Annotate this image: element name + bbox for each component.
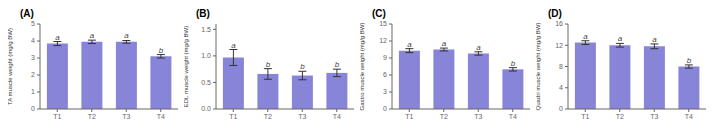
svg-text:Gastro muscle weight (mg/g BW): Gastro muscle weight (mg/g BW): [360, 22, 365, 110]
svg-text:2: 2: [31, 71, 35, 78]
svg-text:b: b: [335, 60, 340, 69]
svg-text:1.0: 1.0: [201, 52, 211, 59]
svg-text:T3: T3: [474, 113, 482, 120]
html-text:(C): (C): [372, 8, 386, 19]
svg-text:0: 0: [31, 105, 35, 112]
svg-text:EDL muscle weight (mg/g BW): EDL muscle weight (mg/g BW): [184, 26, 189, 107]
svg-text:a: a: [442, 39, 447, 48]
svg-text:T1: T1: [53, 113, 61, 120]
svg-text:TA muscle weight (mg/g BW): TA muscle weight (mg/g BW): [8, 28, 13, 105]
svg-text:3: 3: [31, 54, 35, 61]
svg-text:0.5: 0.5: [201, 79, 211, 86]
svg-text:T2: T2: [616, 113, 624, 120]
svg-text:Quadri muscle weight (mg/g BW): Quadri muscle weight (mg/g BW): [536, 22, 541, 110]
svg-text:T2: T2: [440, 113, 448, 120]
svg-text:a: a: [476, 43, 481, 52]
svg-text:T3: T3: [122, 113, 130, 120]
svg-text:a: a: [90, 31, 95, 40]
svg-text:T4: T4: [157, 113, 165, 120]
svg-text:12: 12: [555, 42, 563, 49]
svg-text:12: 12: [379, 37, 387, 44]
svg-text:T1: T1: [229, 113, 237, 120]
svg-text:6: 6: [383, 71, 387, 78]
svg-text:a: a: [55, 33, 60, 42]
svg-text:16: 16: [555, 20, 563, 27]
svg-text:a: a: [652, 35, 657, 44]
svg-text:T2: T2: [264, 113, 272, 120]
svg-text:b: b: [159, 46, 164, 55]
svg-text:b: b: [266, 60, 271, 69]
svg-text:T1: T1: [581, 113, 589, 120]
html-text:(D): (D): [548, 8, 562, 19]
svg-text:T3: T3: [650, 113, 658, 120]
svg-text:b: b: [687, 56, 692, 65]
svg-text:1.5: 1.5: [201, 26, 211, 33]
svg-text:8: 8: [559, 63, 563, 70]
svg-text:a: a: [124, 31, 129, 40]
svg-text:T4: T4: [685, 113, 693, 120]
svg-text:T4: T4: [333, 113, 341, 120]
svg-text:a: a: [407, 40, 412, 49]
html-text:(B): (B): [196, 8, 210, 19]
svg-text:0: 0: [559, 105, 563, 112]
svg-text:9: 9: [383, 54, 387, 61]
svg-text:1: 1: [31, 88, 35, 95]
svg-text:b: b: [511, 59, 516, 68]
svg-text:a: a: [231, 41, 236, 50]
svg-text:T3: T3: [298, 113, 306, 120]
svg-text:0: 0: [383, 105, 387, 112]
svg-text:3: 3: [383, 88, 387, 95]
svg-text:4: 4: [559, 84, 563, 91]
svg-text:0.0: 0.0: [201, 105, 211, 112]
svg-text:15: 15: [379, 20, 387, 27]
svg-text:T2: T2: [88, 113, 96, 120]
svg-text:a: a: [583, 32, 588, 41]
svg-text:b: b: [300, 62, 305, 71]
html-text:(A): (A): [20, 8, 34, 19]
svg-text:5: 5: [31, 20, 35, 27]
svg-text:T1: T1: [405, 113, 413, 120]
svg-text:4: 4: [31, 37, 35, 44]
svg-text:T4: T4: [509, 113, 517, 120]
svg-text:a: a: [618, 34, 623, 43]
